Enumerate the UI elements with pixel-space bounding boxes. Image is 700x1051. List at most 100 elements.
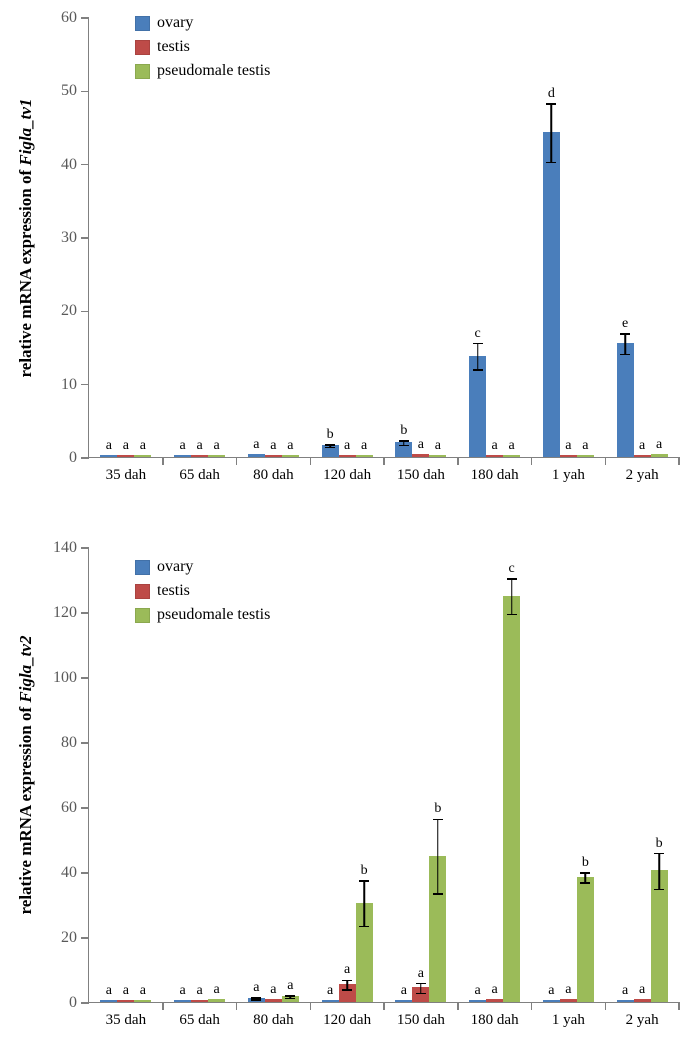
error-cap	[654, 889, 664, 891]
error-bar	[551, 104, 553, 163]
sig-letter: a	[418, 437, 424, 453]
x-tick-label: 65 dah	[179, 457, 219, 484]
y-tick-label: 0	[69, 449, 89, 467]
error-cap	[620, 333, 630, 335]
bar-ovary	[174, 455, 191, 457]
sig-letter: b	[656, 836, 663, 852]
x-tick	[457, 1002, 459, 1010]
sig-letter: a	[270, 982, 276, 998]
x-tick	[162, 457, 164, 465]
bar-pseudo	[208, 455, 225, 457]
legend-1: ovarytestispseudomale testis	[135, 14, 270, 86]
error-cap	[580, 882, 590, 884]
bar-pseudo	[503, 455, 520, 457]
bar-ovary	[174, 1000, 191, 1002]
x-tick	[605, 1002, 607, 1010]
legend-label: ovary	[157, 558, 193, 576]
bar-testis	[412, 454, 429, 457]
sig-letter: a	[197, 983, 203, 999]
bar-testis	[265, 999, 282, 1002]
error-cap	[325, 444, 335, 446]
y-tick-label: 100	[53, 669, 89, 687]
legend-swatch	[135, 16, 150, 31]
sig-letter: a	[475, 983, 481, 999]
legend-label: pseudomale testis	[157, 62, 270, 80]
sig-letter: a	[270, 438, 276, 454]
legend-item-pseudo: pseudomale testis	[135, 606, 270, 624]
y-tick-label: 0	[69, 994, 89, 1012]
x-tick	[605, 457, 607, 465]
bar-testis	[560, 455, 577, 457]
x-tick-label: 120 dah	[323, 457, 371, 484]
y-axis-title-1: relative mRNA expression of Figla_tv1	[16, 99, 36, 378]
error-cap	[580, 872, 590, 874]
bar-ovary	[617, 343, 634, 457]
x-tick	[236, 1002, 238, 1010]
sig-letter: a	[582, 438, 588, 454]
bar-testis	[339, 455, 356, 457]
legend-label: testis	[157, 582, 190, 600]
bar-testis	[117, 455, 134, 457]
bar-pseudo	[651, 870, 668, 1002]
sig-letter: b	[582, 855, 589, 871]
error-bar	[511, 579, 513, 615]
bar-ovary	[617, 1000, 634, 1002]
sig-letter: a	[639, 438, 645, 454]
sig-letter: a	[123, 983, 129, 999]
bar-pseudo	[577, 877, 594, 1002]
sig-letter: a	[214, 982, 220, 998]
legend-item-testis: testis	[135, 38, 270, 56]
error-bar	[363, 881, 365, 927]
bar-pseudo	[577, 455, 594, 457]
sig-letter: a	[287, 438, 293, 454]
error-cap	[620, 354, 630, 356]
legend-swatch	[135, 64, 150, 79]
error-cap	[251, 999, 261, 1001]
sig-letter: b	[361, 863, 368, 879]
sig-letter: e	[622, 316, 628, 332]
error-cap	[507, 578, 517, 580]
sig-letter: a	[344, 962, 350, 978]
x-tick	[162, 1002, 164, 1010]
error-cap	[285, 995, 295, 997]
sig-letter: a	[180, 983, 186, 999]
bar-pseudo	[429, 455, 446, 457]
error-bar	[437, 819, 439, 894]
sig-letter: a	[435, 438, 441, 454]
x-tick-label: 80 dah	[253, 1002, 293, 1029]
bar-pseudo	[134, 1000, 151, 1002]
sig-letter: d	[548, 86, 555, 102]
x-tick-label: 1 yah	[552, 1002, 585, 1029]
bar-testis	[486, 999, 503, 1002]
y-tick-label: 60	[61, 9, 89, 27]
sig-letter: a	[180, 438, 186, 454]
error-cap	[546, 103, 556, 105]
x-tick-label: 35 dah	[106, 1002, 146, 1029]
legend-item-ovary: ovary	[135, 558, 270, 576]
error-cap	[433, 819, 443, 821]
bar-pseudo	[356, 455, 373, 457]
bar-pseudo	[651, 454, 668, 457]
error-bar	[624, 334, 626, 355]
error-cap	[473, 343, 483, 345]
y-tick-label: 20	[61, 302, 89, 320]
error-cap	[399, 445, 409, 447]
sig-letter: a	[253, 980, 259, 996]
legend-2: ovary testis pseudomale testis	[135, 558, 270, 630]
y-tick-label: 140	[53, 539, 89, 557]
x-tick-label: 35 dah	[106, 457, 146, 484]
error-bar	[658, 854, 660, 890]
x-tick-label: 2 yah	[626, 1002, 659, 1029]
sig-letter: a	[140, 438, 146, 454]
error-cap	[416, 993, 426, 995]
x-tick	[678, 457, 680, 465]
x-tick-label: 2 yah	[626, 457, 659, 484]
sig-letter: a	[401, 983, 407, 999]
bar-pseudo	[134, 455, 151, 457]
sig-letter: a	[344, 438, 350, 454]
bar-pseudo	[503, 596, 520, 1002]
legend-item-pseudo: pseudomale testis	[135, 62, 270, 80]
x-tick	[383, 457, 385, 465]
sig-letter: b	[327, 427, 334, 443]
bar-ovary	[469, 356, 486, 457]
